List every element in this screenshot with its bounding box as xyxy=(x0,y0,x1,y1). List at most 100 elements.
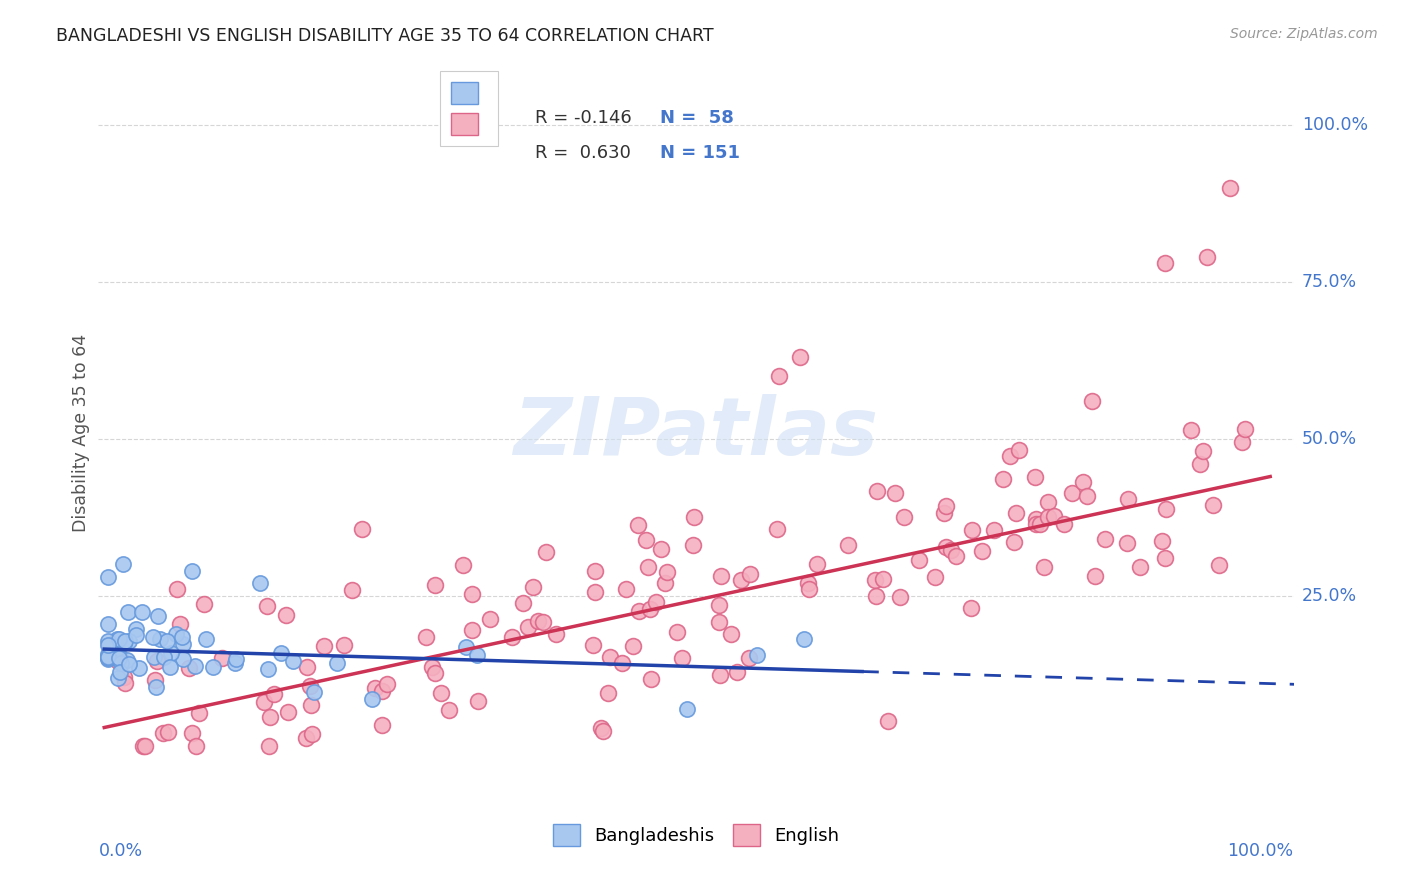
Point xyxy=(299,679,322,693)
Point xyxy=(302,685,325,699)
Point xyxy=(1188,458,1211,472)
Text: Source: ZipAtlas.com: Source: ZipAtlas.com xyxy=(1230,27,1378,41)
Point xyxy=(709,615,731,630)
Point xyxy=(544,627,567,641)
Point xyxy=(793,632,815,646)
Point xyxy=(621,639,644,653)
Point xyxy=(225,652,247,666)
Point xyxy=(195,632,218,646)
Point xyxy=(181,564,204,578)
Point xyxy=(644,595,666,609)
Point xyxy=(589,721,612,735)
Point xyxy=(152,726,174,740)
Point xyxy=(865,589,887,603)
Point xyxy=(149,632,172,646)
Point xyxy=(117,605,139,619)
Point xyxy=(627,604,650,618)
Point xyxy=(592,724,614,739)
Point xyxy=(295,659,318,673)
Point xyxy=(932,506,955,520)
Point xyxy=(193,597,215,611)
Point xyxy=(295,731,318,745)
Point xyxy=(451,558,474,573)
Point xyxy=(172,637,194,651)
Point xyxy=(522,580,544,594)
Point xyxy=(169,617,191,632)
Point xyxy=(97,650,120,665)
Point xyxy=(461,587,484,601)
Point xyxy=(110,656,132,670)
Point xyxy=(1219,181,1241,195)
Point xyxy=(249,576,271,591)
Point xyxy=(599,650,621,665)
Point xyxy=(146,609,169,624)
Point xyxy=(479,612,502,626)
Point xyxy=(671,650,693,665)
Point xyxy=(1025,512,1047,526)
Point xyxy=(627,517,650,532)
Point xyxy=(531,615,554,629)
Point xyxy=(1071,475,1094,489)
Point xyxy=(111,558,134,572)
Point xyxy=(274,608,297,623)
Point xyxy=(837,538,859,552)
Point xyxy=(614,582,637,597)
Point xyxy=(676,701,699,715)
Point xyxy=(361,692,384,706)
Point xyxy=(467,694,489,708)
Text: 100.0%: 100.0% xyxy=(1302,116,1368,134)
Point xyxy=(637,560,659,574)
Point xyxy=(352,523,374,537)
Point xyxy=(889,590,911,604)
Point xyxy=(512,596,534,610)
Point xyxy=(142,630,165,644)
Point xyxy=(1154,502,1177,516)
Point xyxy=(1053,517,1076,532)
Point xyxy=(118,657,141,672)
Point xyxy=(960,601,983,615)
Point xyxy=(314,639,336,653)
Point xyxy=(1029,517,1052,532)
Point xyxy=(924,570,946,584)
Point xyxy=(1062,486,1084,500)
Point xyxy=(1208,558,1230,572)
Point xyxy=(156,633,179,648)
Point xyxy=(1233,422,1256,436)
Point xyxy=(125,622,148,636)
Point xyxy=(1115,536,1137,550)
Point xyxy=(97,649,120,664)
Point xyxy=(1024,469,1046,483)
Point xyxy=(165,627,187,641)
Point xyxy=(108,632,131,647)
Point xyxy=(128,661,150,675)
Point xyxy=(1154,256,1177,270)
Point xyxy=(112,670,135,684)
Point xyxy=(581,639,603,653)
Point xyxy=(146,654,169,668)
Point xyxy=(97,652,120,666)
Point xyxy=(1129,560,1152,574)
Point xyxy=(256,662,278,676)
Point xyxy=(114,676,136,690)
Point xyxy=(972,544,994,558)
Point xyxy=(1116,492,1139,507)
Point xyxy=(1195,250,1218,264)
Point xyxy=(655,565,678,579)
Y-axis label: Disability Age 35 to 64: Disability Age 35 to 64 xyxy=(72,334,90,532)
Point xyxy=(1180,424,1202,438)
Point xyxy=(1154,550,1177,565)
Point xyxy=(153,650,176,665)
Point xyxy=(1094,532,1116,546)
Point xyxy=(107,671,129,685)
Point xyxy=(1192,444,1215,458)
Text: R = -0.146: R = -0.146 xyxy=(534,109,631,127)
Text: N = 151: N = 151 xyxy=(661,144,740,161)
Point xyxy=(108,665,131,679)
Point xyxy=(991,472,1014,486)
Text: 25.0%: 25.0% xyxy=(1302,587,1357,605)
Point xyxy=(166,582,188,597)
Point xyxy=(682,538,704,552)
Point xyxy=(257,739,280,754)
Point xyxy=(156,724,179,739)
Point xyxy=(108,650,131,665)
